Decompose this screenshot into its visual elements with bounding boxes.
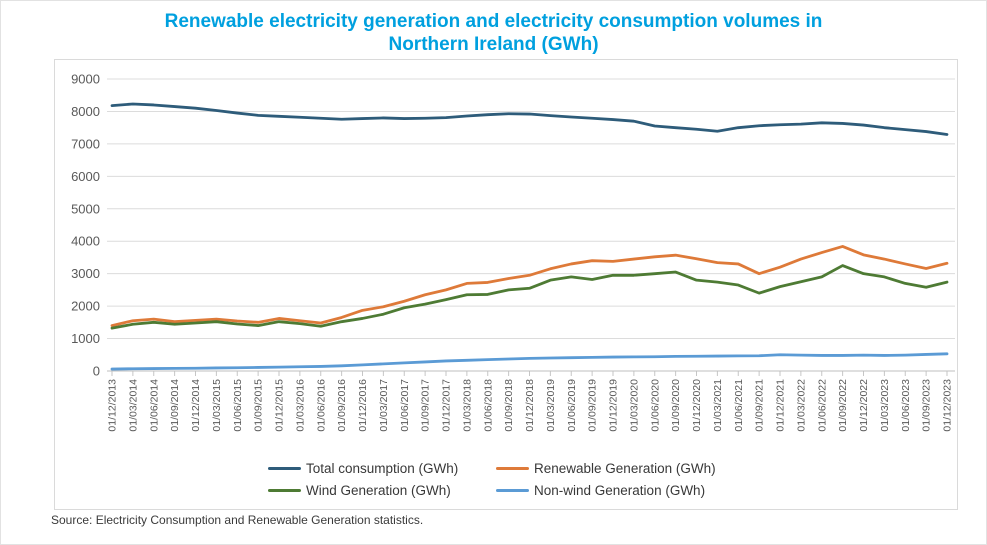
x-tick-label: 01/06/2020 [649,379,661,432]
legend-swatch-non-wind-generation-gwh [496,488,529,493]
series-line-wind-generation-gwh [110,264,949,330]
chart-legend: Total consumption (GWh) Renewable Generat… [268,461,744,498]
x-tick-label: 01/06/2019 [566,379,578,432]
series-line-total-consumption-gwh [110,102,949,136]
x-tick-label: 01/03/2023 [879,379,891,432]
x-tick-label: 01/09/2016 [336,379,348,432]
x-tick-label: 01/09/2019 [587,379,599,432]
x-tick-label: 01/03/2021 [712,379,724,432]
y-tick-label: 8000 [71,104,100,119]
x-tick-label: 01/12/2017 [441,379,453,432]
series-line-renewable-generation-gwh [110,245,949,327]
x-tick-label: 01/06/2014 [148,379,160,432]
x-tick-label: 01/03/2016 [294,379,306,432]
line-chart: 0 1000 2000 3000 4000 5000 6000 7000 8000 9000 01/… [71,72,955,432]
x-tick-label: 01/06/2015 [232,379,244,432]
y-tick-label: 4000 [71,234,100,249]
x-tick-label: 01/03/2015 [211,379,223,432]
legend-item-wind-generation-gwh: Wind Generation (GWh) [268,483,496,498]
legend-swatch-wind-generation-gwh [268,488,301,493]
x-tick-label: 01/06/2018 [482,379,494,432]
x-tick-label: 01/12/2014 [190,379,202,432]
x-tick-label: 01/03/2022 [795,379,807,432]
x-tick-label: 01/06/2016 [315,379,327,432]
x-tick-label: 01/12/2020 [691,379,703,432]
legend-label-renewable-generation-gwh: Renewable Generation (GWh) [534,461,716,476]
x-tick-label: 01/03/2017 [378,379,390,432]
x-tick-label: 01/09/2022 [837,379,849,432]
y-tick-label: 2000 [71,299,100,314]
x-tick-label: 01/06/2017 [399,379,411,432]
x-tick-label: 01/09/2015 [253,379,265,432]
x-tick-label: 01/06/2022 [816,379,828,432]
x-tick-label: 01/09/2017 [420,379,432,432]
x-tick-label: 01/03/2018 [461,379,473,432]
legend-label-total-consumption-gwh: Total consumption (GWh) [306,461,459,476]
x-tick-label: 01/12/2016 [357,379,369,432]
chart-title-line-2: Northern Ireland (GWh) [388,34,599,55]
x-tick-label: 01/09/2014 [169,379,181,432]
x-tick-label: 01/12/2018 [524,379,536,432]
x-tick-label: 01/12/2015 [274,379,286,432]
x-tick-label: 01/12/2022 [858,379,870,432]
y-tick-label: 5000 [71,201,100,216]
x-tick-label: 01/06/2023 [900,379,912,432]
legend-item-non-wind-generation-gwh: Non-wind Generation (GWh) [496,483,744,498]
source-note: Source: Electricity Consumption and Rene… [51,513,424,527]
x-tick-label: 01/06/2021 [733,379,745,432]
x-tick-label: 01/12/2013 [107,379,119,432]
x-tick-label: 01/03/2014 [127,379,139,432]
y-tick-label: 6000 [71,169,100,184]
x-tick-label: 01/12/2021 [775,379,787,432]
legend-item-total-consumption-gwh: Total consumption (GWh) [268,461,496,476]
legend-label-wind-generation-gwh: Wind Generation (GWh) [306,483,451,498]
x-tick-label: 01/09/2021 [754,379,766,432]
x-tick-label: 01/09/2020 [670,379,682,432]
y-tick-label: 0 [93,364,100,379]
series-line-non-wind-generation-gwh [110,352,949,371]
legend-item-renewable-generation-gwh: Renewable Generation (GWh) [496,461,744,476]
chart-title: Renewable electricity generation and ele… [1,10,986,56]
x-tick-label: 01/12/2023 [942,379,954,432]
legend-label-non-wind-generation-gwh: Non-wind Generation (GWh) [534,483,706,498]
y-tick-label: 1000 [71,331,100,346]
x-tick-label: 01/12/2019 [608,379,620,432]
x-tick-label: 01/03/2020 [628,379,640,432]
y-tick-label: 7000 [71,136,100,151]
y-tick-label: 3000 [71,266,100,281]
x-tick-label: 01/03/2019 [545,379,557,432]
y-tick-label: 9000 [71,72,100,87]
legend-swatch-total-consumption-gwh [268,466,301,471]
chart-title-line-1: Renewable electricity generation and ele… [164,11,823,32]
chart-card: 0 1000 2000 3000 4000 5000 6000 7000 8000 9000 01/… [54,59,958,510]
x-tick-label: 01/09/2018 [503,379,515,432]
legend-swatch-renewable-generation-gwh [496,466,529,471]
x-tick-label: 01/09/2023 [921,379,933,432]
